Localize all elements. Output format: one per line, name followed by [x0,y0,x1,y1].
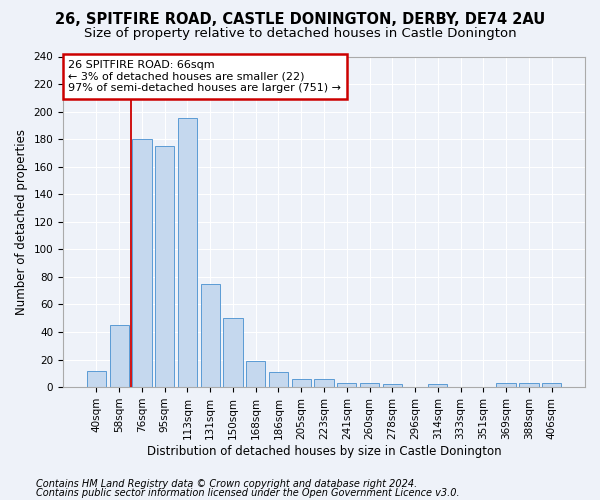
Bar [132,139,152,387]
Bar [178,118,197,387]
Bar [428,384,448,387]
Bar [87,370,106,387]
Y-axis label: Number of detached properties: Number of detached properties [15,129,28,315]
Bar [496,383,516,387]
Bar [519,383,539,387]
Bar [200,284,220,387]
Text: 26, SPITFIRE ROAD, CASTLE DONINGTON, DERBY, DE74 2AU: 26, SPITFIRE ROAD, CASTLE DONINGTON, DER… [55,12,545,28]
Bar [110,325,129,387]
Bar [314,379,334,387]
X-axis label: Distribution of detached houses by size in Castle Donington: Distribution of detached houses by size … [147,444,502,458]
Text: Contains public sector information licensed under the Open Government Licence v3: Contains public sector information licen… [36,488,460,498]
Bar [269,372,288,387]
Text: Contains HM Land Registry data © Crown copyright and database right 2024.: Contains HM Land Registry data © Crown c… [36,479,417,489]
Bar [383,384,402,387]
Text: 26 SPITFIRE ROAD: 66sqm
← 3% of detached houses are smaller (22)
97% of semi-det: 26 SPITFIRE ROAD: 66sqm ← 3% of detached… [68,60,341,93]
Bar [246,361,265,387]
Bar [223,318,242,387]
Bar [337,383,356,387]
Bar [360,383,379,387]
Text: Size of property relative to detached houses in Castle Donington: Size of property relative to detached ho… [83,28,517,40]
Bar [292,379,311,387]
Bar [155,146,175,387]
Bar [542,383,561,387]
